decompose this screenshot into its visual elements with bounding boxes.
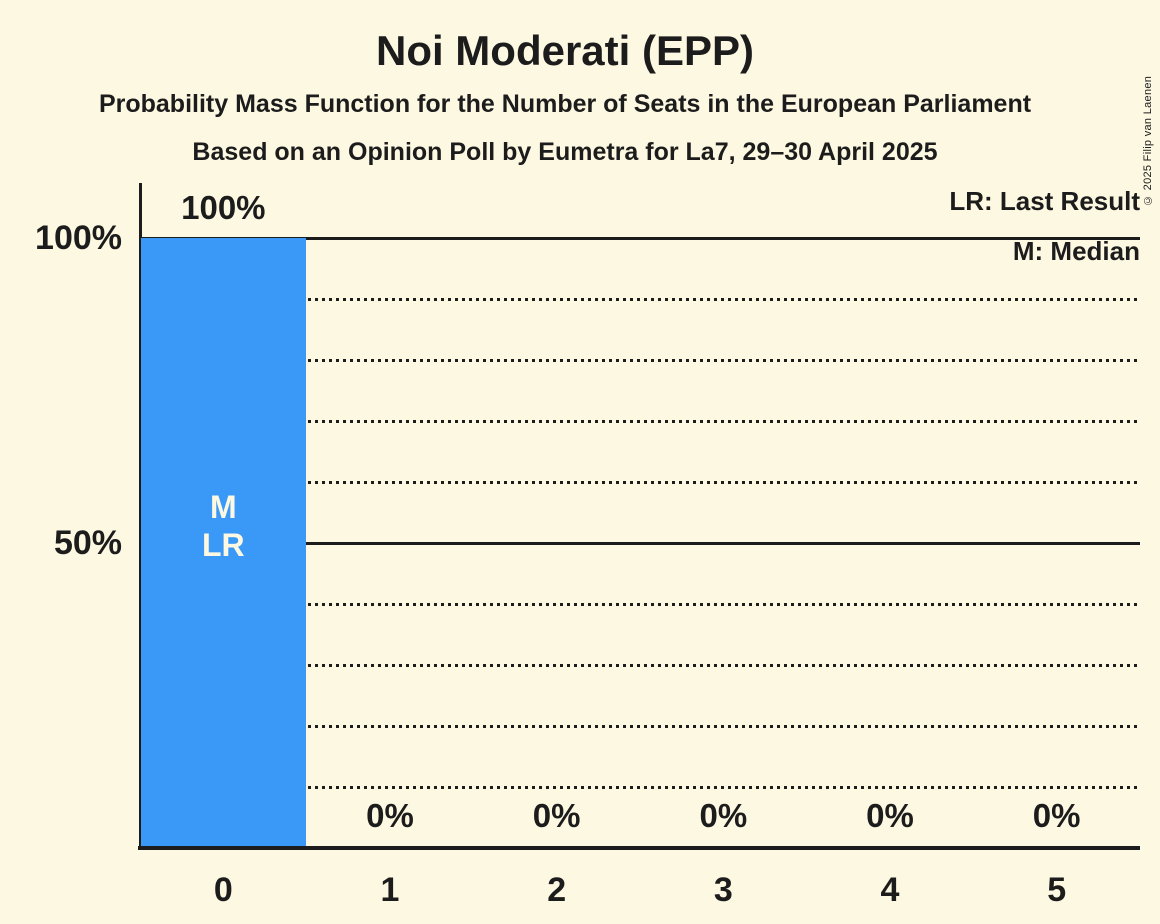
- chart-subtitle: Probability Mass Function for the Number…: [98, 90, 1032, 118]
- gridline-dotted-40: [140, 602, 1140, 606]
- x-axis-line: [138, 846, 1140, 850]
- value-label-seat-0: 100%: [181, 189, 266, 226]
- gridline-dotted-20: [140, 724, 1140, 728]
- x-axis-label-0: 0: [213, 871, 233, 909]
- gridline-dotted-90: [140, 297, 1140, 301]
- x-axis-label-5: 5: [1047, 871, 1067, 909]
- median-marker: M: [210, 489, 237, 525]
- gridline-dotted-80: [140, 358, 1140, 362]
- gridline-dotted-30: [140, 663, 1140, 667]
- plot-area: 100% 0% 0% 0% 0% 0% M LR: [140, 190, 1140, 848]
- value-label-seat-5: 0%: [1032, 797, 1081, 834]
- value-label-seat-1: 0%: [366, 797, 414, 834]
- copyright-notice: © 2025 Filip van Laenen: [1142, 75, 1154, 206]
- x-axis-label-4: 4: [880, 871, 900, 909]
- last-result-marker: LR: [202, 527, 245, 563]
- bar-seat-0: [141, 238, 306, 848]
- legend-last-result: LR: Last Result: [949, 186, 1140, 216]
- chart-poll-source: Based on an Opinion Poll by Eumetra for …: [192, 138, 938, 166]
- median-last-result-annotation: M LR: [140, 488, 307, 564]
- x-axis-label-3: 3: [713, 871, 733, 909]
- chart-title: Noi Moderati (EPP): [375, 27, 755, 74]
- y-axis-label-50: 50%: [53, 524, 122, 562]
- x-axis-label-2: 2: [547, 871, 567, 909]
- x-axis-label-1: 1: [380, 871, 400, 909]
- x-axis-labels-row: 0 1 2 3 4 5: [140, 872, 1140, 908]
- gridline-dotted-60: [140, 480, 1140, 484]
- y-axis-line: [139, 183, 142, 848]
- value-label-seat-4: 0%: [866, 797, 914, 834]
- y-axis-label-100: 100%: [35, 219, 122, 257]
- gridline-dotted-10: [140, 785, 1140, 789]
- gridline-dotted-70: [140, 419, 1140, 423]
- gridline-solid-100: [140, 236, 1140, 240]
- value-label-seat-3: 0%: [699, 797, 748, 834]
- gridline-solid-50: [140, 541, 1140, 545]
- value-label-seat-2: 0%: [532, 797, 581, 834]
- legend-median: M: Median: [1012, 236, 1140, 266]
